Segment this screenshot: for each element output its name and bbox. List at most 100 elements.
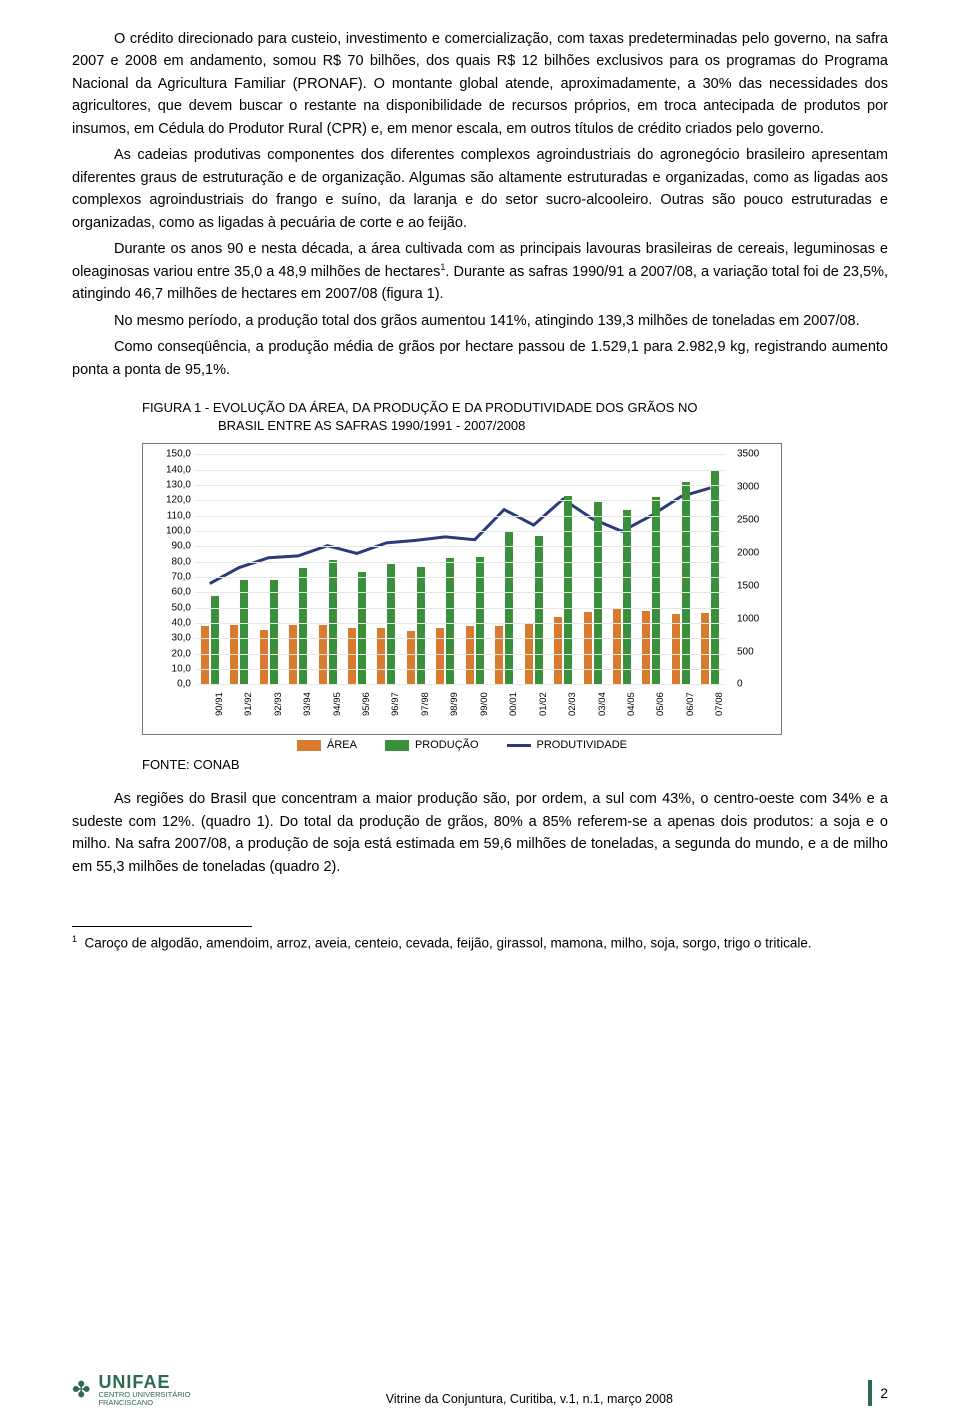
x-tick-label: 03/04 — [597, 686, 608, 716]
page-number-wrap: 2 — [868, 1380, 888, 1406]
x-tick-label: 97/98 — [420, 686, 431, 716]
paragraph-3: Durante os anos 90 e nesta década, a áre… — [72, 238, 888, 305]
x-tick-label: 02/03 — [567, 686, 578, 716]
bar-area — [377, 628, 385, 684]
bar-area — [201, 626, 209, 684]
bar-producao — [211, 596, 219, 685]
chart-gridline — [195, 516, 725, 517]
bar-producao — [535, 536, 543, 684]
y-left-tick-label: 150,0 — [155, 449, 191, 460]
x-tick-label: 05/06 — [655, 686, 666, 716]
legend-label-producao: PRODUÇÃO — [415, 739, 479, 751]
logo-sub2: FRANCISCANO — [98, 1399, 190, 1407]
x-tick-label: 90/91 — [214, 686, 225, 716]
y-right-tick-label: 1500 — [737, 580, 769, 591]
x-tick-label: 99/00 — [479, 686, 490, 716]
bar-area — [672, 614, 680, 685]
figure-caption-line2: BRASIL ENTRE AS SAFRAS 1990/1991 - 2007/… — [142, 418, 525, 433]
chart-gridline — [195, 654, 725, 655]
x-tick-label: 93/94 — [302, 686, 313, 716]
x-tick-label: 07/08 — [714, 686, 725, 716]
y-left-tick-label: 60,0 — [155, 587, 191, 598]
page-bar-icon — [868, 1380, 872, 1406]
y-left-tick-label: 10,0 — [155, 664, 191, 675]
y-right-tick-label: 3000 — [737, 482, 769, 493]
y-left-tick-label: 50,0 — [155, 602, 191, 613]
x-tick-label: 98/99 — [449, 686, 460, 716]
x-tick-label: 96/97 — [390, 686, 401, 716]
x-tick-label: 92/93 — [273, 686, 284, 716]
bar-area — [436, 628, 444, 684]
footnote-marker: 1 — [72, 934, 77, 944]
logo-main-text: UNIFAE — [98, 1373, 190, 1391]
footnote-rule — [72, 926, 252, 927]
x-tick-label: 91/92 — [243, 686, 254, 716]
x-tick-label: 06/07 — [685, 686, 696, 716]
y-left-tick-label: 110,0 — [155, 510, 191, 521]
figure-source: FONTE: CONAB — [142, 757, 888, 772]
x-tick-label: 00/01 — [508, 686, 519, 716]
legend-label-area: ÁREA — [327, 739, 357, 751]
chart-plot-area — [195, 454, 725, 684]
y-left-tick-label: 40,0 — [155, 618, 191, 629]
bar-producao — [564, 496, 572, 685]
y-left-tick-label: 130,0 — [155, 480, 191, 491]
chart-legend: ÁREA PRODUÇÃO PRODUTIVIDADE — [142, 739, 782, 751]
bar-area — [319, 625, 327, 684]
bar-producao — [417, 567, 425, 684]
x-tick-label: 95/96 — [361, 686, 372, 716]
legend-line-produtividade — [507, 744, 531, 747]
y-left-tick-label: 100,0 — [155, 526, 191, 537]
footnote-1: 1 Caroço de algodão, amendoim, arroz, av… — [72, 933, 888, 954]
y-right-tick-label: 2000 — [737, 547, 769, 558]
bar-producao — [299, 568, 307, 685]
bar-area — [554, 617, 562, 684]
bar-producao — [387, 564, 395, 684]
chart-gridline — [195, 454, 725, 455]
y-right-tick-label: 1000 — [737, 613, 769, 624]
line-produtividade — [210, 488, 711, 584]
bar-area — [495, 626, 503, 684]
chart-gridline — [195, 669, 725, 670]
chart-gridline — [195, 470, 725, 471]
chart-gridline — [195, 638, 725, 639]
leaf-icon: ✤ — [72, 1377, 90, 1403]
footer-citation: Vitrine da Conjuntura, Curitiba, v.1, n.… — [386, 1392, 673, 1406]
chart-gridline — [195, 608, 725, 609]
y-right-tick-label: 500 — [737, 646, 769, 657]
x-tick-label: 04/05 — [626, 686, 637, 716]
y-left-tick-label: 0,0 — [155, 679, 191, 690]
y-left-tick-label: 70,0 — [155, 572, 191, 583]
y-right-tick-label: 3500 — [737, 449, 769, 460]
legend-item-produtividade: PRODUTIVIDADE — [507, 739, 627, 751]
x-tick-label: 94/95 — [332, 686, 343, 716]
chart-gridline — [195, 546, 725, 547]
y-left-tick-label: 90,0 — [155, 541, 191, 552]
bar-area — [613, 609, 621, 684]
y-left-tick-label: 20,0 — [155, 648, 191, 659]
chart-gridline — [195, 577, 725, 578]
legend-label-produtividade: PRODUTIVIDADE — [537, 739, 627, 751]
paragraph-4: No mesmo período, a produção total dos g… — [72, 310, 888, 332]
chart-gridline — [195, 592, 725, 593]
paragraph-2: As cadeias produtivas componentes dos di… — [72, 144, 888, 234]
bar-producao — [358, 572, 366, 685]
page-footer: ✤ UNIFAE CENTRO UNIVERSITÁRIO FRANCISCAN… — [0, 1373, 960, 1406]
legend-item-area: ÁREA — [297, 739, 357, 751]
chart-gridline — [195, 562, 725, 563]
y-right-tick-label: 2500 — [737, 515, 769, 526]
y-left-tick-label: 80,0 — [155, 556, 191, 567]
y-right-tick-label: 0 — [737, 679, 769, 690]
page-number: 2 — [880, 1385, 888, 1401]
figure-caption-line1: EVOLUÇÃO DA ÁREA, DA PRODUÇÃO E DA PRODU… — [213, 400, 698, 415]
footnote-text: Caroço de algodão, amendoim, arroz, avei… — [85, 936, 812, 951]
figure-caption-prefix: FIGURA 1 - — [142, 400, 209, 415]
bar-area — [348, 628, 356, 685]
bar-area — [230, 625, 238, 684]
bar-area — [466, 626, 474, 684]
x-tick-label: 01/02 — [538, 686, 549, 716]
legend-item-producao: PRODUÇÃO — [385, 739, 479, 751]
chart-gridline — [195, 485, 725, 486]
publisher-logo: ✤ UNIFAE CENTRO UNIVERSITÁRIO FRANCISCAN… — [72, 1373, 191, 1406]
y-left-tick-label: 120,0 — [155, 495, 191, 506]
